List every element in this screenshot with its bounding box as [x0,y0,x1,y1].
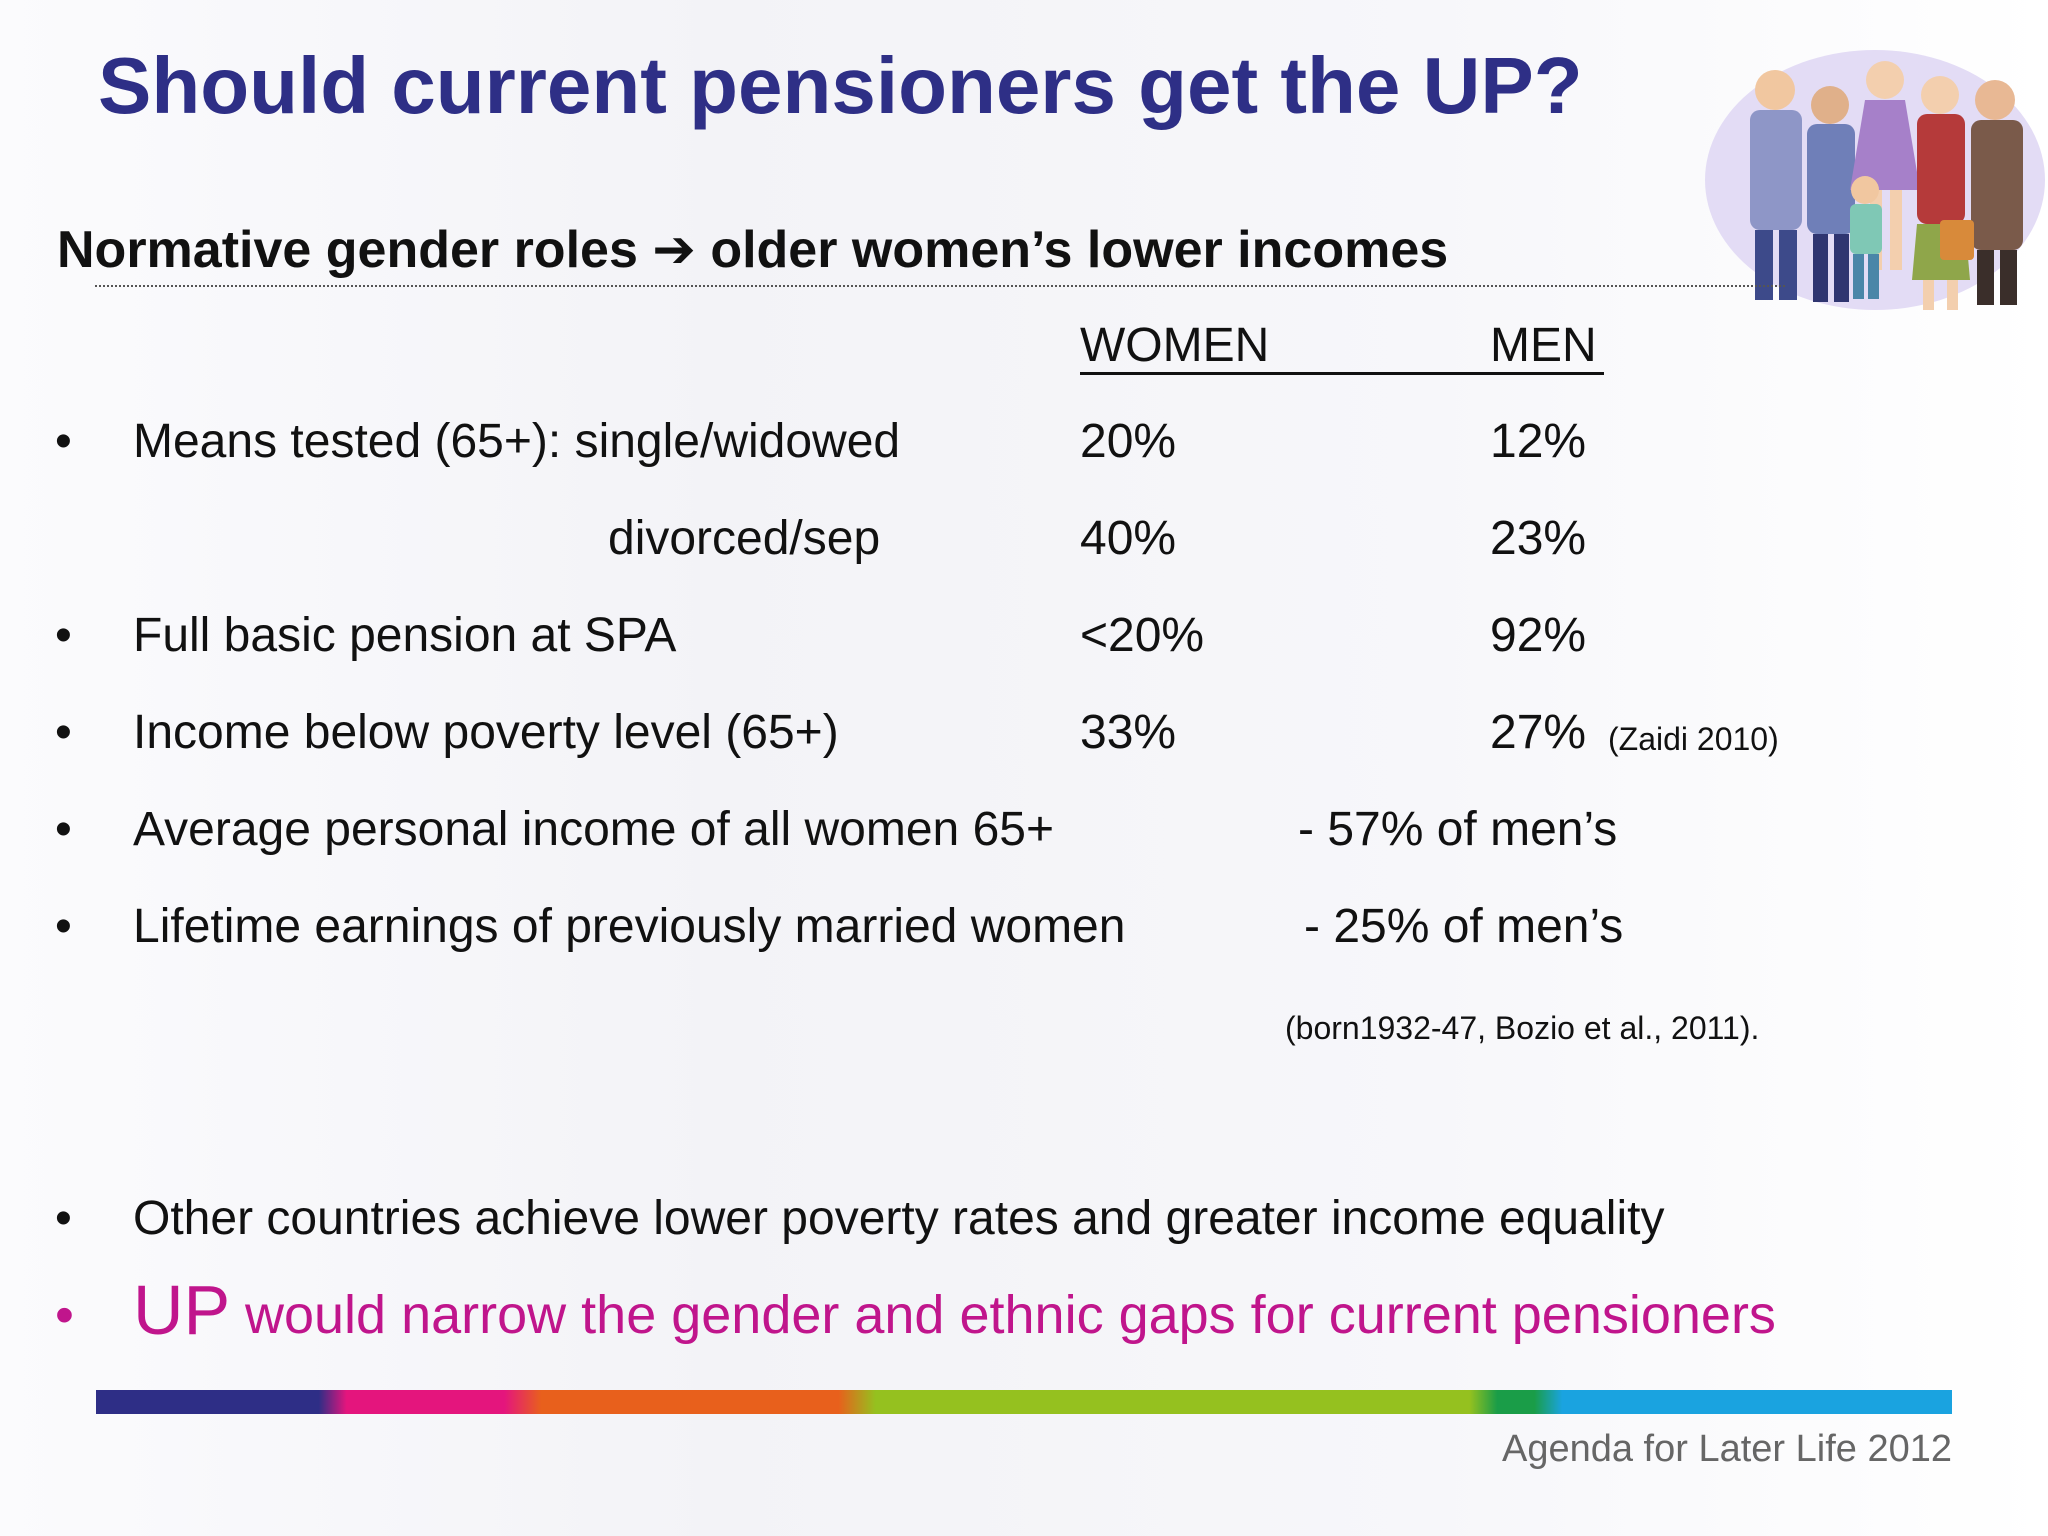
row-label: Income below poverty level (65+) [133,706,839,759]
comparison-label: Lifetime earnings of previously married … [133,900,1126,953]
color-stripe-bar [96,1390,1952,1414]
up-highlight-point: • UP would narrow the gender and ethnic … [0,1271,2048,1349]
row-label: Means tested (65+): single/widowed [133,415,901,468]
up-text: would narrow the gender and ethnic gaps … [245,1285,1776,1345]
comparison-row: • Lifetime earnings of previously marrie… [0,899,2048,959]
comparison-label: Average personal income of all women 65+ [133,803,1054,856]
women-value: <20% [1080,609,1205,662]
comparison-row: • Average personal income of all women 6… [0,802,2048,862]
women-value: 40% [1080,512,1177,565]
comparison-value: - 25% of men’s [1304,900,1624,953]
dotted-divider [95,285,1785,287]
women-value: 33% [1080,706,1177,759]
column-header-women: WOMEN [1080,319,1270,372]
table-row: • Full basic pension at SPA <20% 92% [0,608,2048,668]
table-row: divorced/sep 40% 23% [0,511,2048,571]
column-headers: WOMEN MEN [1080,318,1604,375]
bullet: • [55,706,72,759]
up-lead: UP [133,1271,231,1349]
comparison-value: - 57% of men’s [1298,803,1618,856]
source-citation-row: (born1932-47, Bozio et al., 2011). [0,1010,2048,1070]
bullet-text: Other countries achieve lower poverty ra… [133,1192,1665,1245]
bullet: • [55,900,72,953]
bullet: • [55,803,72,856]
citation-note: (Zaidi 2010) [1608,721,1779,757]
men-value: 23% [1490,512,1587,565]
bullet: • [55,415,72,468]
table-row: • Means tested (65+): single/widowed 20%… [0,414,2048,474]
row-label: divorced/sep [608,512,881,565]
men-value: 27% [1490,706,1587,759]
source-citation: (born1932-47, Bozio et al., 2011). [1285,1010,1760,1046]
bullet-point: • Other countries achieve lower poverty … [0,1191,2048,1251]
slide-title: Should current pensioners get the UP? [98,41,1583,130]
bullet: • [55,1192,72,1245]
women-value: 20% [1080,415,1177,468]
men-value: 92% [1490,609,1587,662]
men-value: 12% [1490,415,1587,468]
bullet: • [55,609,72,662]
group-of-people-icon [1705,50,2045,310]
footer-logo-text: Agenda for Later Life 2012 [1501,1428,1952,1470]
row-label: Full basic pension at SPA [133,609,677,662]
slide-subtitle: Normative gender roles ➔ older women’s l… [57,221,1449,279]
table-row: • Income below poverty level (65+) 33% 2… [0,705,2048,765]
column-header-men: MEN [1490,319,1597,372]
bullet: • [55,1285,74,1345]
